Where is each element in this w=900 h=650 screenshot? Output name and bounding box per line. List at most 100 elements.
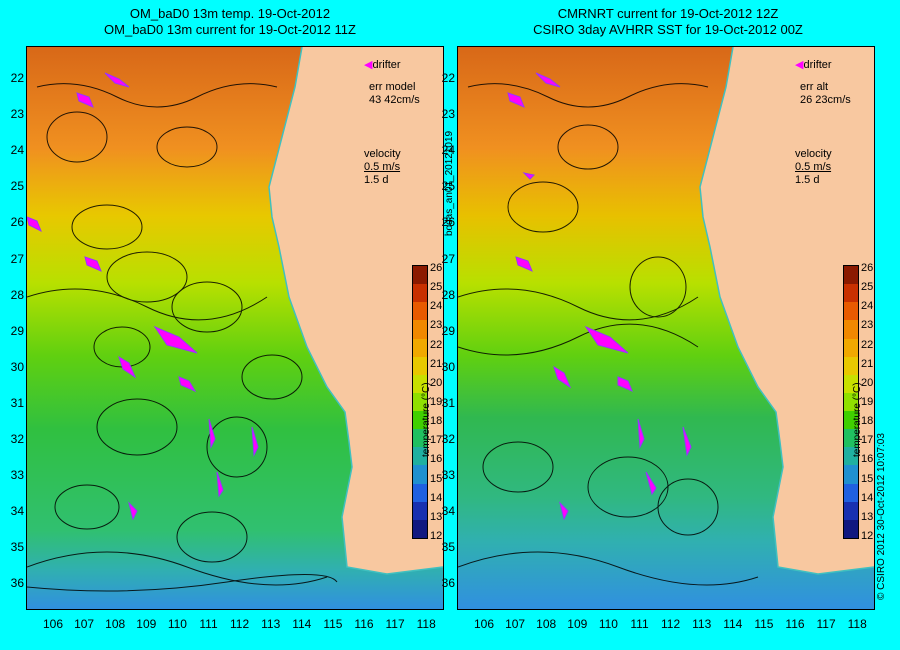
colorbar-tick-label: 24 (861, 300, 874, 313)
colorbar-tick-label: 16 (430, 453, 443, 466)
left-drifter-tracks (27, 72, 259, 521)
latitude-tick-label: 28 (10, 287, 24, 302)
longitude-tick-label: 114 (723, 617, 743, 631)
latitude-tick-label: 26 (10, 215, 24, 230)
colorbar-segment (844, 266, 858, 285)
drifter-icon: ◀ (364, 59, 373, 71)
right-sst-map (458, 47, 874, 609)
longitude-tick-label: 115 (754, 617, 774, 631)
colorbar-tick-label: 25 (861, 281, 874, 294)
longitude-tick-label: 109 (567, 617, 588, 631)
latitude-tick-label: 24 (10, 143, 24, 158)
colorbar-segment (844, 447, 858, 466)
latitude-tick-label: 35 (441, 540, 455, 555)
latitude-tick-label: 27 (441, 251, 455, 266)
colorbar-title: temperature (°C) (421, 382, 432, 457)
longitude-tick-label: 108 (105, 617, 126, 631)
colorbar-tick-label: 26 (430, 262, 443, 274)
colorbar-tick-label: 19 (430, 396, 443, 408)
longitude-tick-label: 110 (167, 617, 187, 631)
left-title-line1: OM_baD0 13m temp. 19-Oct-2012 (129, 6, 331, 21)
left-current-vectors (27, 83, 338, 592)
left-map-title: OM_baD0 13m temp. 19-Oct-2012 OM_baD0 13… (20, 6, 440, 38)
latitude-tick-label: 33 (10, 468, 24, 483)
right-velocity-legend: velocity 0.5 m/s 1.5 d (795, 148, 832, 186)
colorbar-segment (413, 392, 427, 412)
colorbar-tick-label: 22 (861, 338, 874, 351)
left-map-panel: ◀drifter err model 43 42cm/s velocity 0.… (26, 46, 444, 610)
colorbar-segment (413, 447, 427, 466)
colorbar-segment (844, 302, 858, 321)
copyright-label: © CSIRO 2012 30-Oct-2012 10:07:03 (876, 433, 887, 600)
right-coastline (699, 47, 874, 575)
colorbar-tick-label: 23 (861, 319, 874, 332)
colorbar-segment (413, 465, 427, 485)
right-map-panel: ◀drifter err alt 26 23cm/s velocity 0.5 … (457, 46, 875, 610)
latitude-tick-label: 23 (10, 107, 24, 122)
latitude-tick-label: 36 (441, 576, 455, 591)
right-map-title: CMRNRT current for 19-Oct-2012 12Z CSIRO… (458, 6, 878, 38)
latitude-tick-label: 29 (441, 323, 455, 338)
longitude-tick-label: 112 (661, 617, 681, 631)
latitude-tick-label: 23 (441, 107, 455, 122)
latitude-tick-label: 27 (10, 251, 24, 266)
latitude-tick-label: 31 (10, 395, 24, 410)
run-id-label: bodas_an01_20121019 (444, 130, 455, 236)
latitude-tick-label: 26 (441, 215, 455, 230)
latitude-tick-label: 30 (10, 359, 24, 374)
longitude-tick-label: 111 (630, 617, 649, 631)
colorbar-tick-label: 25 (430, 281, 443, 294)
longitude-tick-label: 113 (692, 617, 712, 631)
colorbar-tick-label: 17 (861, 434, 874, 447)
latitude-tick-label: 24 (441, 143, 455, 158)
colorbar-tick-label: 23 (430, 319, 443, 332)
right-sea-area (458, 47, 874, 609)
colorbar-tick-label: 12 (430, 530, 443, 542)
left-title-line2: OM_baD0 13m current for 19-Oct-2012 11Z (104, 22, 356, 37)
left-colorbar (412, 265, 428, 539)
colorbar-segment (413, 374, 427, 394)
drifter-icon: ◀ (795, 59, 804, 71)
colorbar-segment (413, 429, 427, 448)
colorbar-tick-label: 15 (430, 472, 443, 485)
colorbar-tick-label: 13 (861, 510, 874, 523)
longitude-tick-label: 118 (847, 617, 867, 631)
left-coastline (268, 47, 443, 575)
longitude-tick-label: 106 (473, 617, 495, 631)
colorbar-segment (413, 338, 427, 358)
longitude-tick-label: 118 (416, 617, 436, 631)
longitude-tick-label: 107 (505, 617, 526, 631)
colorbar-segment (844, 429, 858, 448)
colorbar-segment (413, 411, 427, 430)
longitude-tick-label: 107 (74, 617, 95, 631)
colorbar-tick-label: 18 (861, 415, 874, 428)
left-velocity-legend: velocity 0.5 m/s 1.5 d (364, 148, 401, 186)
latitude-tick-label: 29 (10, 323, 24, 338)
colorbar-segment (844, 392, 858, 412)
latitude-tick-label: 30 (441, 359, 455, 374)
latitude-tick-label: 34 (441, 504, 455, 519)
longitude-tick-label: 114 (292, 617, 312, 631)
colorbar-tick-label: 20 (430, 376, 443, 389)
colorbar-segment (844, 519, 858, 539)
colorbar-segment (413, 483, 427, 503)
left-sst-map (27, 47, 443, 609)
colorbar-segment (413, 266, 427, 285)
colorbar-tick-label: 13 (430, 510, 443, 523)
left-drifter-legend: ◀drifter (364, 59, 401, 71)
colorbar-segment (413, 356, 427, 376)
latitude-tick-label: 36 (10, 576, 24, 591)
longitude-tick-label: 115 (323, 617, 343, 631)
colorbar-tick-label: 18 (430, 415, 443, 428)
longitude-tick-label: 109 (136, 617, 157, 631)
right-title-line1: CMRNRT current for 19-Oct-2012 12Z (557, 6, 779, 21)
longitude-tick-label: 117 (385, 617, 405, 631)
latitude-tick-label: 33 (441, 468, 455, 483)
longitude-tick-label: 108 (536, 617, 557, 631)
right-title-line2: CSIRO 3day AVHRR SST for 19-Oct-2012 00Z (533, 22, 803, 37)
colorbar-segment (413, 501, 427, 521)
right-error-info: err alt 26 23cm/s (800, 81, 851, 106)
colorbar-tick-label: 16 (861, 453, 874, 466)
longitude-tick-label: 117 (816, 617, 836, 631)
colorbar-segment (844, 465, 858, 485)
